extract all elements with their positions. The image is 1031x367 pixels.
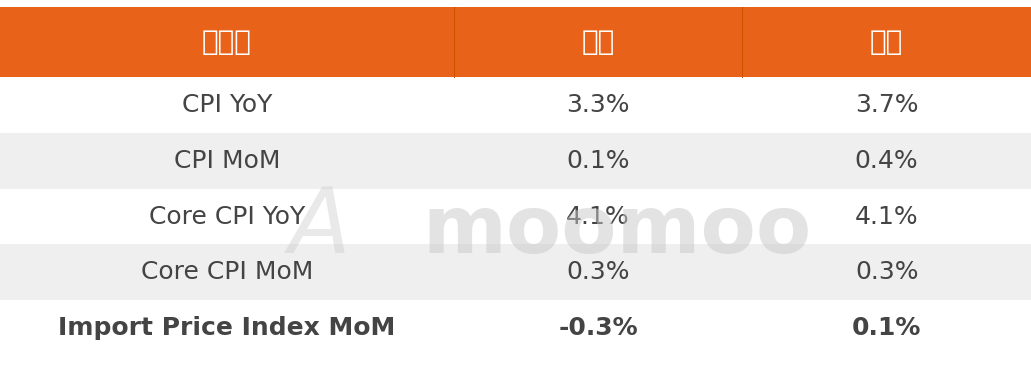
FancyBboxPatch shape bbox=[454, 300, 742, 356]
FancyBboxPatch shape bbox=[742, 244, 1031, 300]
Text: 4.1%: 4.1% bbox=[566, 204, 630, 229]
FancyBboxPatch shape bbox=[454, 189, 742, 244]
Text: A: A bbox=[289, 184, 351, 272]
Text: moomoo: moomoo bbox=[423, 192, 812, 270]
Text: -0.3%: -0.3% bbox=[558, 316, 638, 340]
Text: データ: データ bbox=[202, 28, 252, 56]
Text: 3.3%: 3.3% bbox=[566, 93, 630, 117]
Text: 0.1%: 0.1% bbox=[566, 149, 630, 173]
FancyBboxPatch shape bbox=[454, 133, 742, 189]
FancyBboxPatch shape bbox=[0, 300, 454, 356]
Text: 0.4%: 0.4% bbox=[855, 149, 919, 173]
FancyBboxPatch shape bbox=[0, 189, 454, 244]
Text: 0.3%: 0.3% bbox=[855, 260, 919, 284]
FancyBboxPatch shape bbox=[742, 77, 1031, 133]
Text: 0.3%: 0.3% bbox=[566, 260, 630, 284]
FancyBboxPatch shape bbox=[0, 244, 454, 300]
Text: 0.1%: 0.1% bbox=[852, 316, 922, 340]
FancyBboxPatch shape bbox=[454, 77, 742, 133]
Text: 3.7%: 3.7% bbox=[855, 93, 919, 117]
FancyBboxPatch shape bbox=[454, 7, 742, 77]
Text: 4.1%: 4.1% bbox=[855, 204, 919, 229]
FancyBboxPatch shape bbox=[454, 244, 742, 300]
FancyBboxPatch shape bbox=[0, 77, 454, 133]
Text: Core CPI MoM: Core CPI MoM bbox=[140, 260, 313, 284]
FancyBboxPatch shape bbox=[0, 133, 454, 189]
Text: 予想: 予想 bbox=[581, 28, 614, 56]
FancyBboxPatch shape bbox=[742, 133, 1031, 189]
Text: Core CPI YoY: Core CPI YoY bbox=[148, 204, 305, 229]
FancyBboxPatch shape bbox=[742, 7, 1031, 77]
Text: CPI MoM: CPI MoM bbox=[173, 149, 280, 173]
FancyBboxPatch shape bbox=[742, 300, 1031, 356]
FancyBboxPatch shape bbox=[742, 189, 1031, 244]
Text: CPI YoY: CPI YoY bbox=[181, 93, 272, 117]
Text: 前期: 前期 bbox=[870, 28, 903, 56]
Text: Import Price Index MoM: Import Price Index MoM bbox=[58, 316, 396, 340]
FancyBboxPatch shape bbox=[0, 7, 454, 77]
